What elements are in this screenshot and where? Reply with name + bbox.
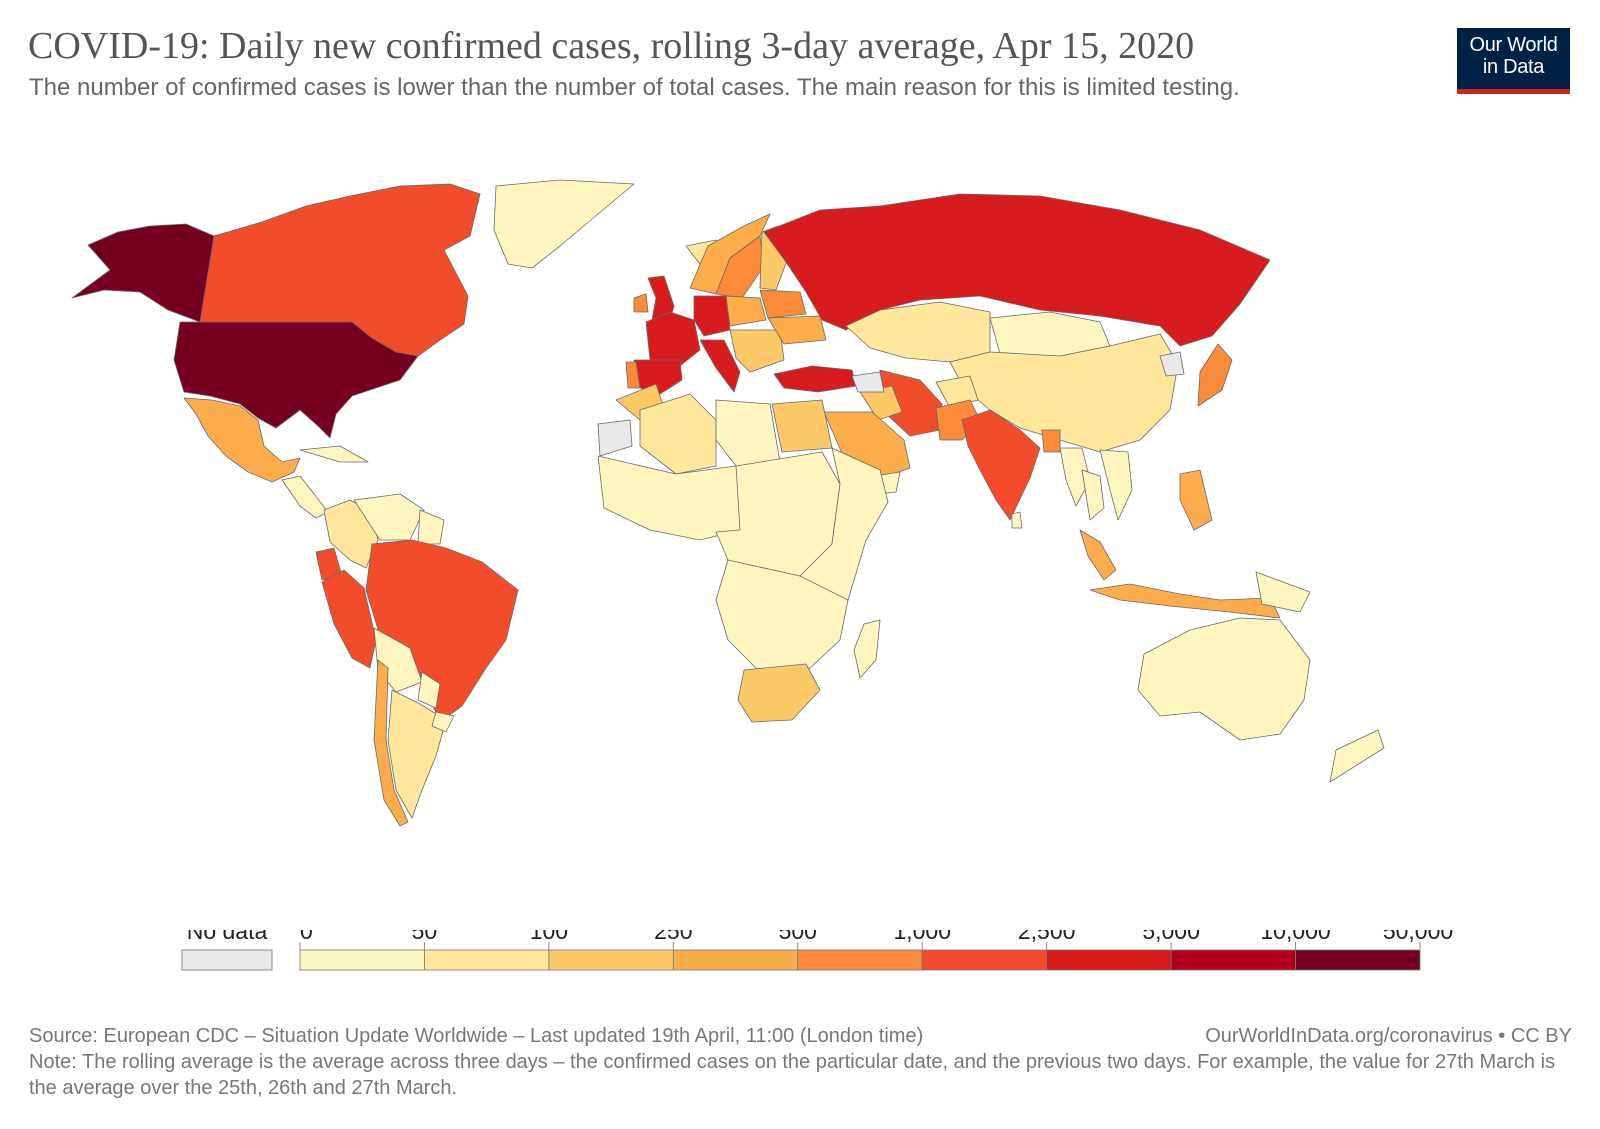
region-philippines[interactable] — [1179, 469, 1213, 531]
chart-subtitle: The number of confirmed cases is lower t… — [29, 74, 1240, 101]
world-map — [71, 179, 1385, 827]
region-chile[interactable] — [373, 659, 409, 827]
chart-title: COVID-19: Daily new confirmed cases, rol… — [28, 25, 1195, 67]
legend-color-bins — [299, 949, 1421, 971]
region-thailand[interactable] — [1081, 469, 1105, 521]
logo-line-2: in Data — [1482, 56, 1545, 78]
region-italy[interactable] — [699, 339, 741, 393]
legend-tick-label: 0 — [300, 930, 313, 944]
region-japan[interactable] — [1197, 343, 1233, 407]
region-madagascar[interactable] — [853, 619, 881, 679]
region-germany[interactable] — [693, 295, 731, 337]
legend-no-data: No data — [181, 930, 273, 971]
legend-tick-label: 10,000 — [1260, 930, 1330, 944]
legend-bin-5 — [921, 949, 1048, 971]
logo-accent-bar — [1457, 89, 1570, 94]
region-sri-lanka[interactable] — [1011, 511, 1023, 529]
legend-tick-label: 100 — [530, 930, 568, 944]
region-brazil[interactable] — [365, 539, 519, 723]
legend-tick-label: 1,000 — [893, 930, 951, 944]
region-portugal[interactable] — [625, 361, 641, 389]
region-north-korea[interactable] — [1159, 351, 1185, 377]
region-malaysia[interactable] — [1079, 529, 1117, 581]
region-peru[interactable] — [321, 569, 377, 669]
legend-bin-4 — [797, 949, 923, 971]
region-ireland[interactable] — [633, 293, 649, 313]
region-papua-new-guinea[interactable] — [1255, 571, 1311, 613]
region-western-sahara[interactable] — [597, 419, 633, 457]
region-alaska[interactable] — [71, 223, 215, 323]
region-myanmar[interactable] — [1059, 447, 1091, 507]
region-ukraine[interactable] — [767, 315, 827, 345]
region-paraguay[interactable] — [417, 671, 441, 709]
region-poland[interactable] — [725, 295, 767, 327]
region-turkey[interactable] — [773, 365, 857, 393]
legend-bin-2 — [548, 949, 674, 971]
region-cuba[interactable] — [299, 445, 369, 463]
logo-text: Our World in Data — [1457, 34, 1570, 78]
region-russia[interactable] — [763, 193, 1271, 347]
note-text: Note: The rolling average is the average… — [29, 1051, 1556, 1099]
region-new-zealand[interactable] — [1329, 729, 1385, 783]
region-guyana[interactable] — [417, 509, 445, 545]
legend-tick-label: 2,500 — [1018, 930, 1076, 944]
legend-bin-7 — [1170, 949, 1296, 971]
legend-tick-label: 50,000 — [1383, 930, 1453, 944]
region-india[interactable] — [961, 409, 1041, 521]
region-venezuela[interactable] — [353, 493, 425, 541]
legend-bin-6 — [1046, 949, 1172, 971]
region-balkans[interactable] — [729, 329, 785, 373]
legend-tick-label: 5,000 — [1142, 930, 1200, 944]
region-syria[interactable] — [851, 371, 885, 393]
region-argentina[interactable] — [387, 689, 447, 819]
legend-no-data-swatch — [181, 949, 273, 971]
region-greenland[interactable] — [493, 179, 635, 269]
legend-bin-1 — [424, 949, 550, 971]
region-algeria[interactable] — [639, 393, 717, 475]
legend-bin-3 — [672, 949, 799, 971]
region-central-america[interactable] — [281, 475, 329, 519]
region-canada[interactable] — [199, 183, 481, 357]
source-text: Source: European CDC – Situation Update … — [29, 1025, 924, 1047]
credit-link[interactable]: OurWorldInData.org/coronavirus • CC BY — [1205, 1025, 1572, 1047]
legend-tick-label: 500 — [779, 930, 817, 944]
region-south-africa[interactable] — [737, 663, 821, 723]
logo-line-1: Our World — [1469, 34, 1558, 56]
region-afghanistan[interactable] — [935, 375, 979, 409]
region-france[interactable] — [645, 311, 701, 367]
region-uruguay[interactable] — [431, 711, 455, 733]
region-belarus[interactable] — [759, 289, 807, 319]
legend-bin-0 — [299, 949, 425, 971]
map-legend: No data 0 50 100 250 500 1,000 2,500 5,000 10,00… — [181, 930, 1453, 971]
chart-footer: Source: European CDC – Situation Update … — [29, 1023, 1572, 1101]
legend-tick-label: 50 — [412, 930, 438, 944]
region-bangladesh[interactable] — [1041, 429, 1061, 453]
legend-bin-8 — [1295, 949, 1421, 971]
region-vietnam[interactable] — [1099, 449, 1133, 521]
region-mexico[interactable] — [183, 397, 301, 483]
region-egypt[interactable] — [771, 399, 833, 453]
owid-logo[interactable]: Our World in Data — [1457, 28, 1570, 94]
legend-tick-label: 250 — [654, 930, 692, 944]
region-indonesia[interactable] — [1089, 583, 1281, 619]
legend-no-data-label: No data — [187, 930, 268, 944]
legend-tick-labels: 0 50 100 250 500 1,000 2,500 5,000 10,000 50,000 — [299, 930, 1453, 950]
region-australia[interactable] — [1137, 617, 1311, 741]
map-regions — [71, 179, 1385, 827]
region-libya[interactable] — [715, 399, 781, 467]
